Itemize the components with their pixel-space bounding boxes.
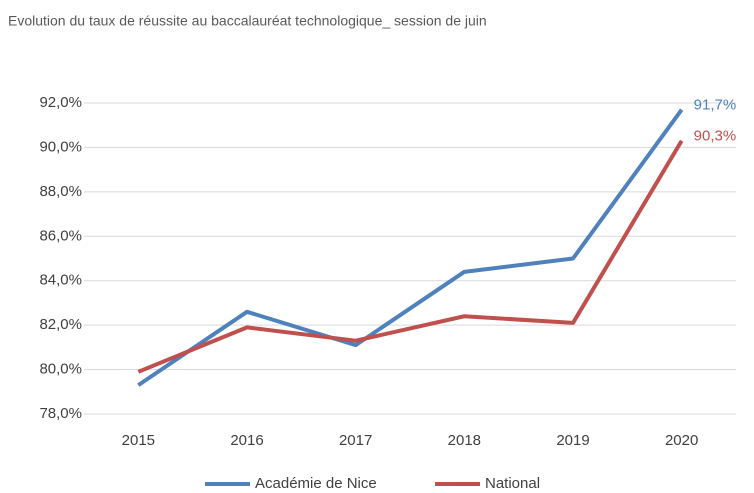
x-tick-label: 2018 — [448, 432, 481, 449]
chart-title: Evolution du taux de réussite au baccala… — [8, 13, 487, 29]
y-tick-label: 92,0% — [39, 94, 82, 111]
y-tick-label: 86,0% — [39, 227, 82, 244]
data-label: 91,7% — [694, 97, 737, 114]
legend-label: National — [485, 475, 540, 492]
y-tick-label: 82,0% — [39, 316, 82, 333]
x-tick-label: 2020 — [665, 432, 698, 449]
x-tick-label: 2016 — [230, 432, 263, 449]
y-tick-label: 90,0% — [39, 138, 82, 155]
x-tick-label: 2017 — [339, 432, 372, 449]
y-tick-label: 84,0% — [39, 272, 82, 289]
x-tick-label: 2019 — [556, 432, 589, 449]
series-line — [137, 139, 684, 374]
x-tick-label: 2015 — [122, 432, 155, 449]
y-tick-label: 88,0% — [39, 183, 82, 200]
data-label: 90,3% — [694, 128, 737, 145]
y-tick-label: 78,0% — [39, 405, 82, 422]
series-line — [137, 108, 684, 387]
y-tick-label: 80,0% — [39, 361, 82, 378]
legend-label: Académie de Nice — [255, 475, 377, 492]
